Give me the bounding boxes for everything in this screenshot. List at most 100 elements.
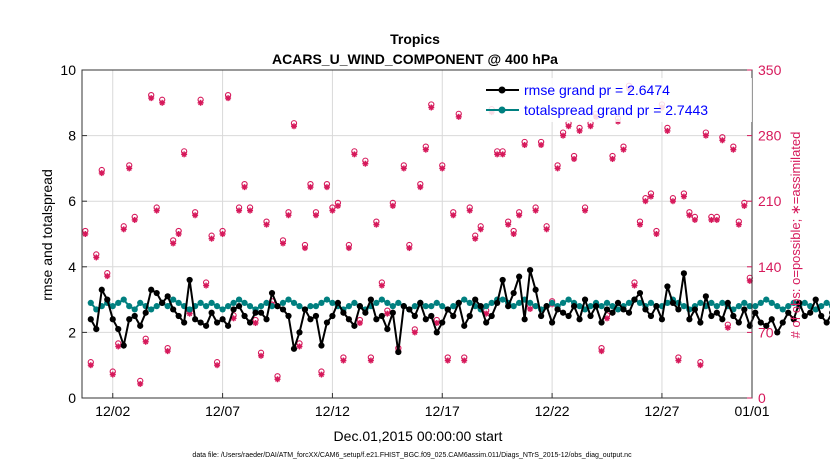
y-tick-label-left: 4 xyxy=(68,259,76,275)
rmse-point xyxy=(686,316,693,323)
x-axis-label: Dec.01,2015 00:00:00 start xyxy=(334,428,503,444)
obs-assimilated-marker xyxy=(230,315,237,322)
y-axis-label-left: rmse and totalspread xyxy=(39,169,55,301)
rmse-point xyxy=(334,299,342,306)
totalspread-point xyxy=(752,303,759,310)
totalspread-point xyxy=(175,299,182,306)
rmse-point xyxy=(664,283,671,290)
totalspread-point xyxy=(598,303,605,310)
obs-assimilated-marker xyxy=(148,95,155,102)
obs-assimilated-marker xyxy=(444,357,451,364)
obs-assimilated-marker xyxy=(653,231,660,237)
totalspread-point xyxy=(378,296,385,303)
obs-assimilated-marker xyxy=(598,348,605,355)
rmse-point xyxy=(257,309,265,316)
rmse-point xyxy=(148,286,155,293)
obs-assimilated-marker xyxy=(510,231,517,237)
rmse-point xyxy=(345,316,353,323)
y-tick-label-left: 8 xyxy=(68,128,76,144)
rmse-point xyxy=(790,316,797,323)
rmse-point xyxy=(450,312,457,320)
rmse-point xyxy=(614,299,622,306)
obs-assimilated-marker xyxy=(93,254,100,261)
obs-assimilated-marker xyxy=(170,240,177,247)
rmse-point xyxy=(439,319,446,326)
rmse-point xyxy=(779,319,786,326)
obs-assimilated-marker xyxy=(450,212,457,219)
rmse-point xyxy=(192,316,199,323)
totalspread-point xyxy=(779,306,786,313)
obs-assimilated-marker xyxy=(296,343,303,350)
totalspread-point xyxy=(318,299,325,306)
obs-assimilated-marker xyxy=(587,123,594,130)
obs-assimilated-marker xyxy=(115,343,122,350)
rmse-point xyxy=(153,289,160,297)
obs-assimilated-marker xyxy=(461,357,468,364)
totalspread-point xyxy=(559,299,567,306)
rmse-point xyxy=(543,303,550,310)
rmse-point xyxy=(268,289,276,297)
totalspread-point xyxy=(719,299,726,306)
rmse-point xyxy=(505,303,512,310)
totalspread-point xyxy=(213,303,221,310)
obs-assimilated-marker xyxy=(87,362,94,369)
rmse-point xyxy=(763,322,770,329)
rmse-point xyxy=(565,312,572,320)
rmse-point xyxy=(159,299,166,306)
totalspread-point xyxy=(812,306,819,313)
rmse-point xyxy=(246,319,254,326)
obs-assimilated-marker xyxy=(318,371,325,378)
obs-assimilated-marker xyxy=(236,207,243,214)
rmse-point xyxy=(477,303,484,310)
obs-assimilated-marker xyxy=(708,216,715,223)
rmse-point xyxy=(488,312,495,320)
legend-rmse-marker xyxy=(498,86,506,94)
rmse-point xyxy=(658,316,666,323)
rmse-point xyxy=(494,299,501,306)
obs-assimilated-marker xyxy=(142,338,149,345)
rmse-point xyxy=(598,319,605,326)
obs-assimilated-marker xyxy=(98,170,105,177)
obs-assimilated-marker xyxy=(647,193,654,200)
obs-assimilated-marker xyxy=(197,99,204,106)
rmse-point xyxy=(587,312,594,320)
totalspread-point xyxy=(219,306,226,313)
rmse-point xyxy=(362,309,369,316)
obs-assimilated-marker xyxy=(329,207,336,214)
obs-assimilated-marker xyxy=(521,141,528,148)
rmse-point xyxy=(340,309,347,316)
rmse-point xyxy=(554,306,561,313)
rmse-point xyxy=(137,322,144,329)
rmse-point xyxy=(801,312,808,320)
totalspread-point xyxy=(439,303,446,310)
rmse-point xyxy=(466,312,473,320)
rmse-point xyxy=(367,296,374,303)
totalspread-point xyxy=(208,299,215,306)
rmse-point xyxy=(823,319,830,326)
totalspread-point xyxy=(636,299,644,306)
totalspread-point xyxy=(763,296,770,303)
rmse-point xyxy=(576,316,583,323)
obs-assimilated-marker xyxy=(691,216,698,223)
x-tick-label: 12/07 xyxy=(205,403,240,419)
rmse-point xyxy=(142,309,149,316)
y-tick-label-left: 6 xyxy=(68,193,76,209)
rmse-point xyxy=(175,312,182,320)
totalspread-point xyxy=(768,299,775,306)
obs-assimilated-marker xyxy=(356,320,363,327)
rmse-point xyxy=(230,306,237,313)
totalspread-point xyxy=(137,299,144,306)
obs-assimilated-marker xyxy=(406,245,413,252)
x-tick-label: 12/17 xyxy=(425,403,460,419)
rmse-point xyxy=(818,312,825,320)
plot-frame xyxy=(81,69,753,399)
rmse-point xyxy=(570,303,578,310)
rmse-point xyxy=(411,312,418,320)
rmse-point xyxy=(636,289,644,297)
totalspread-point xyxy=(323,296,331,303)
obs-assimilated-marker xyxy=(219,231,226,237)
obs-assimilated-marker xyxy=(263,221,270,228)
rmse-point xyxy=(631,296,638,303)
obs-assimilated-marker xyxy=(312,212,319,219)
